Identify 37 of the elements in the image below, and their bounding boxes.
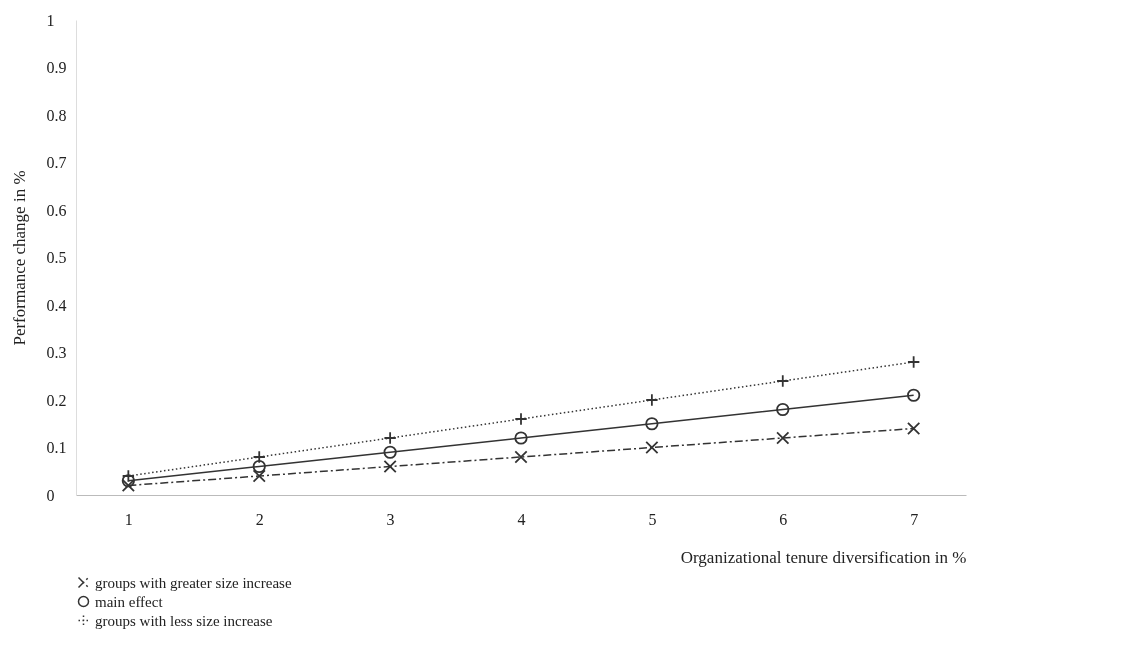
point <box>252 469 266 483</box>
point <box>776 431 790 445</box>
point <box>645 417 659 431</box>
x-axis-title: Organizational tenure diversification in % <box>680 547 967 567</box>
legend-label: groups with less size increase <box>95 612 273 629</box>
y-tick-label: 0.6 <box>46 201 67 219</box>
legend-label: main effect <box>95 593 164 610</box>
x-tick-label: 2 <box>255 510 264 528</box>
legend-label: groups with greater size increase <box>95 574 292 591</box>
x-tick-label: 6 <box>779 510 788 528</box>
y-tick-label: 1 <box>46 11 55 29</box>
point <box>514 450 528 464</box>
y-tick-label: 0.1 <box>46 439 67 456</box>
point <box>514 431 528 445</box>
y-tick-label: 0.4 <box>46 296 67 314</box>
x-tick-label: 5 <box>648 510 657 528</box>
x-tick-label: 1 <box>124 510 133 528</box>
point <box>252 459 266 474</box>
point <box>907 388 921 402</box>
point <box>121 478 135 493</box>
point <box>383 459 397 474</box>
point <box>383 445 397 459</box>
x-tick-label: 4 <box>517 510 526 528</box>
x-tick-label: 7 <box>910 510 919 528</box>
x-tick-label: 3 <box>386 510 395 528</box>
y-axis-title: Performance change in % <box>9 170 29 346</box>
y-tick-label: 0.9 <box>46 59 67 76</box>
point <box>645 440 659 455</box>
y-tick-label: 0.7 <box>46 154 67 171</box>
y-tick-label: 0.8 <box>46 106 67 124</box>
y-tick-label: 0.5 <box>46 249 67 266</box>
point <box>776 402 790 417</box>
point <box>907 421 921 436</box>
point <box>907 355 921 369</box>
y-tick-label: 0.3 <box>46 344 67 361</box>
y-tick-label: 0 <box>46 486 55 504</box>
y-tick-label: 0.2 <box>46 391 67 409</box>
